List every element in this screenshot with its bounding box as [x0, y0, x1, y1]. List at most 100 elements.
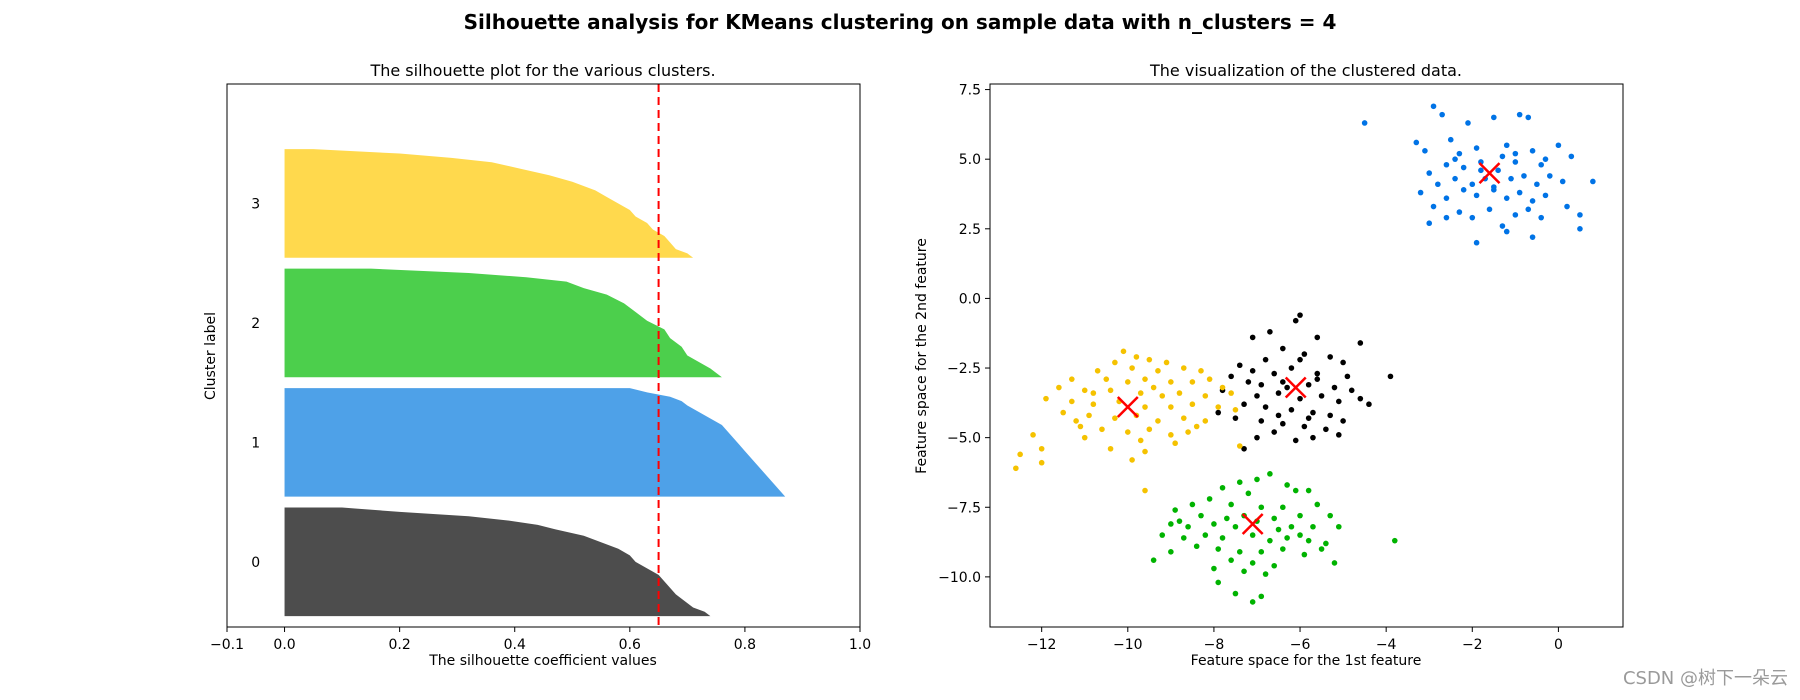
scatter-point: [1542, 192, 1549, 199]
scatter-point: [1168, 379, 1174, 385]
scatter-point: [1426, 170, 1433, 176]
scatter-point: [1176, 390, 1183, 396]
scatter-point: [1249, 334, 1256, 341]
scatter-point: [1193, 423, 1200, 430]
scatter-point: [1512, 159, 1519, 165]
scatter-point: [1469, 214, 1476, 221]
scatter-point: [1193, 543, 1200, 550]
scatter-point: [1249, 560, 1256, 566]
scatter-y-tick-label: 7.5: [959, 83, 981, 99]
scatter-cluster-3: [1013, 348, 1243, 494]
scatter-point: [1292, 317, 1299, 324]
scatter-point: [1297, 356, 1303, 363]
scatter-point: [1086, 412, 1092, 419]
scatter-point: [1202, 393, 1209, 399]
scatter-x-tick-label: −8: [1204, 637, 1225, 653]
scatter-point: [1262, 571, 1269, 577]
scatter-point: [1219, 384, 1226, 391]
silhouette-cluster-0-area: [284, 507, 711, 617]
scatter-point: [1258, 381, 1265, 388]
scatter-point: [1094, 368, 1101, 374]
scatter-point: [1137, 437, 1144, 444]
scatter-point: [1254, 476, 1260, 483]
scatter-point: [1258, 549, 1265, 555]
silhouette-x-tick-label: −0.1: [210, 637, 244, 653]
scatter-point: [1331, 384, 1338, 391]
scatter-point: [1232, 415, 1239, 421]
scatter-point: [1189, 401, 1196, 408]
scatter-point: [1288, 365, 1295, 371]
center-marker-stroke: [1241, 513, 1264, 535]
scatter-point: [1215, 404, 1222, 410]
scatter-point: [1198, 512, 1204, 519]
scatter-x-ticks: −12 −10 −8 −6 −4 −2 0: [1027, 627, 1563, 653]
scatter-point: [1155, 368, 1161, 374]
scatter-point: [1318, 393, 1325, 399]
scatter-point: [1137, 390, 1144, 396]
scatter-point: [1357, 395, 1364, 402]
scatter-point: [1491, 114, 1497, 121]
scatter-point: [1297, 532, 1303, 538]
scatter-point: [1112, 415, 1118, 421]
cluster-center-marker: [1116, 396, 1139, 418]
scatter-point: [1099, 426, 1105, 433]
scatter-point: [1443, 161, 1450, 168]
scatter-cluster-0: [1361, 103, 1596, 246]
scatter-point: [1038, 445, 1045, 452]
scatter-point: [1168, 521, 1174, 527]
scatter-point: [1314, 376, 1321, 382]
scatter-point: [1525, 206, 1532, 213]
scatter-point: [1043, 395, 1049, 402]
scatter-point: [1150, 557, 1157, 563]
scatter-point: [1305, 487, 1312, 494]
cluster-center-marker: [1284, 376, 1307, 399]
scatter-point: [1129, 365, 1135, 371]
silhouette-x-ticks: −0.1 0.0 0.2 0.4 0.6 0.8 1.0: [210, 627, 871, 653]
scatter-point: [1081, 434, 1088, 441]
silhouette-x-tick-label: 0.6: [619, 637, 641, 653]
scatter-point: [1155, 418, 1161, 424]
scatter-point: [1452, 156, 1458, 162]
scatter-point: [1090, 401, 1097, 408]
scatter-point: [1348, 387, 1355, 394]
scatter-point: [1120, 348, 1127, 355]
watermark-text: CSDN @树下一朵云: [1622, 668, 1788, 689]
scatter-point: [1323, 540, 1329, 547]
scatter-point: [1288, 407, 1295, 413]
scatter-point: [1499, 153, 1506, 160]
scatter-point: [1124, 429, 1131, 435]
scatter-point: [1546, 173, 1553, 179]
scatter-point: [1146, 426, 1153, 433]
scatter-point: [1417, 189, 1424, 196]
scatter-point: [1228, 390, 1234, 396]
scatter-point: [1503, 142, 1510, 149]
scatter-point: [1112, 359, 1118, 366]
scatter-point: [1292, 487, 1299, 494]
scatter-point: [1236, 362, 1243, 369]
scatter-point: [1249, 532, 1256, 538]
scatter-point: [1318, 546, 1325, 552]
scatter-point: [1258, 418, 1265, 424]
scatter-x-tick-label: −6: [1290, 637, 1311, 653]
center-marker-stroke: [1284, 376, 1307, 399]
scatter-point: [1491, 184, 1497, 190]
scatter-point: [1387, 373, 1394, 380]
scatter-point: [1301, 423, 1308, 430]
scatter-point: [1430, 203, 1437, 210]
scatter-point: [1340, 418, 1346, 424]
scatter-point: [1525, 114, 1532, 121]
silhouette-cluster-labels: 0 1 2 3: [251, 196, 260, 570]
scatter-point: [1163, 359, 1170, 366]
scatter-x-tick-label: −2: [1462, 637, 1483, 653]
scatter-point: [1413, 139, 1420, 146]
silhouette-x-tick-label: 0.4: [504, 637, 526, 653]
scatter-point: [1503, 195, 1510, 201]
silhouette-x-tick-label: 0.2: [389, 637, 411, 653]
scatter-point: [1172, 440, 1178, 447]
scatter-point: [1069, 376, 1075, 382]
scatter-point: [1310, 523, 1316, 530]
silhouette-x-tick-label: 1.0: [849, 637, 871, 653]
scatter-point: [1305, 381, 1312, 388]
scatter-point: [1323, 426, 1329, 433]
scatter-y-tick-label: −7.5: [947, 500, 981, 516]
